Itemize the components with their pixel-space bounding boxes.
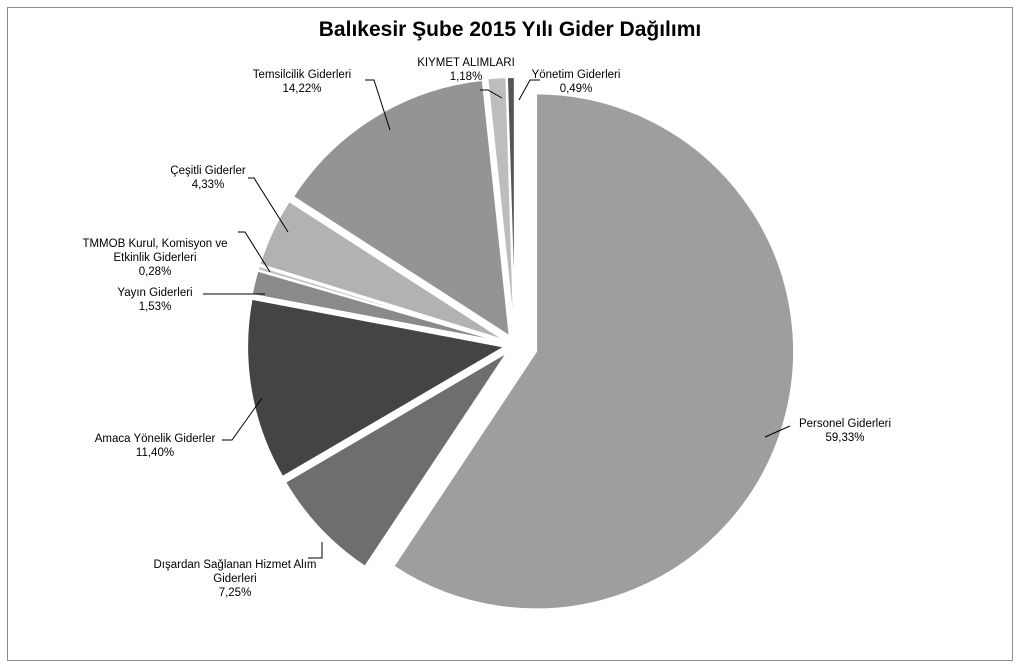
slice-name: Çeşitli Giderler <box>170 165 246 177</box>
data-label-amaca-yonelik-giderler: Amaca Yönelik Giderler 11,40% <box>95 433 216 459</box>
slice-percent: 0,49% <box>560 83 593 95</box>
pie-slice-cesitli-giderler <box>258 199 507 342</box>
leader-lines <box>203 79 791 559</box>
slice-name: Giderleri <box>213 573 256 585</box>
pie-slice-disardan-saglanan-hizmet-alim-giderleri <box>283 351 509 569</box>
chart-title: Balıkesir Şube 2015 Yılı Gider Dağılımı <box>318 18 702 41</box>
slice-percent: 14,22% <box>282 83 321 95</box>
leader-line-amaca-yonelik-giderler <box>222 397 263 441</box>
leader-line-disardan-saglanan-hizmet-alim-giderleri <box>308 542 323 559</box>
slice-percent: 1,53% <box>139 301 172 313</box>
slice-name: Etkinlik Giderleri <box>113 252 196 264</box>
data-label-kiymet-alimlari: KIYMET ALIMLARI 1,18% <box>417 57 515 83</box>
slice-percent: 1,18% <box>450 71 483 83</box>
slice-name: KIYMET ALIMLARI <box>417 57 515 69</box>
pie-slice-tmmob-kurul-komisyon-ve-etkinlik-giderleri <box>256 264 506 344</box>
slice-name: Yönetim Giderleri <box>532 69 621 81</box>
pie-slice-personel-giderleri <box>392 92 796 611</box>
slice-name: Dışardan Sağlanan Hizmet Alım <box>154 559 317 571</box>
slice-percent: 59,33% <box>825 432 864 444</box>
leader-line-temsilcilik-giderleri <box>365 79 391 131</box>
pie-slice-temsilcilik-giderleri <box>291 78 511 339</box>
leader-line-kiymet-alimlari <box>480 89 503 99</box>
slice-percent: 0,28% <box>139 266 172 278</box>
slice-name: Temsilcilik Giderleri <box>253 69 351 81</box>
leader-line-yonetim-giderleri <box>518 79 540 101</box>
data-label-yayin-giderleri: Yayın Giderleri 1,53% <box>117 287 192 313</box>
data-label-tmmob-kurul-komisyon-ve-etkinlik-giderleri: TMMOB Kurul, Komisyon ve Etkinlik Giderle… <box>82 238 227 278</box>
leader-line-tmmob-kurul-komisyon-ve-etkinlik-giderleri <box>238 231 271 273</box>
data-label-cesitli-giderler: Çeşitli Giderler 4,33% <box>170 165 246 191</box>
pie-slice-yonetim-giderleri <box>505 76 516 336</box>
data-label-disardan-saglanan-hizmet-alim-giderleri: Dışardan Sağlanan Hizmet Alım Giderleri 7,… <box>154 559 317 599</box>
slice-name: TMMOB Kurul, Komisyon ve <box>82 238 227 250</box>
slice-name: Yayın Giderleri <box>117 287 192 299</box>
data-label-temsilcilik-giderleri: Temsilcilik Giderleri 14,22% <box>253 69 351 95</box>
leader-line-personel-giderleri <box>764 425 791 438</box>
pie-slice-amaca-yonelik-giderler <box>246 297 508 479</box>
data-labels: Personel Giderleri 59,33% Dışardan Sağlana… <box>82 57 891 599</box>
slice-name: Personel Giderleri <box>799 418 891 430</box>
slice-percent: 7,25% <box>219 587 252 599</box>
leader-line-cesitli-giderler <box>248 177 289 233</box>
slice-name: Amaca Yönelik Giderler <box>95 433 216 445</box>
slice-percent: 11,40% <box>136 447 174 459</box>
pie-slices <box>246 76 796 611</box>
data-label-yonetim-giderleri: Yönetim Giderleri 0,49% <box>532 69 621 95</box>
data-label-personel-giderleri: Personel Giderleri 59,33% <box>799 418 891 444</box>
slice-percent: 4,33% <box>192 179 225 191</box>
